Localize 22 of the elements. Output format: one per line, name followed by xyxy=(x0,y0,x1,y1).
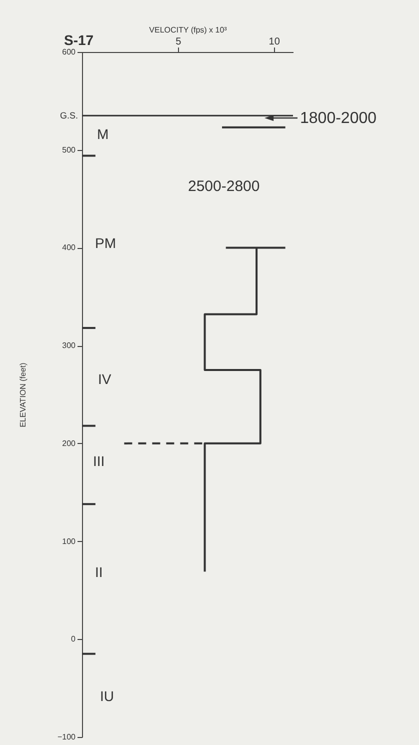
annotation: II xyxy=(95,564,103,580)
text: 1800-2000 xyxy=(300,110,377,127)
annotation: M xyxy=(97,126,109,142)
y-tick-label: 500 xyxy=(62,145,76,154)
y-tick-label: 400 xyxy=(62,243,76,252)
x-tick-label: 10 xyxy=(268,36,280,48)
y-tick-label: 300 xyxy=(62,341,76,350)
annotation: PM xyxy=(95,235,116,251)
ref-line-label: G.S. xyxy=(60,110,78,121)
x-axis-title: VELOCITY (fps) x 10³ xyxy=(149,26,228,34)
annotation: 2500-2800 xyxy=(188,178,260,195)
annotation: IV xyxy=(98,371,112,387)
annotation: IU xyxy=(100,688,114,704)
y-tick-label: −100 xyxy=(57,732,76,742)
y-axis-title: ELEVATION (feet) xyxy=(18,362,28,428)
y-tick-label: 100 xyxy=(62,536,76,546)
y-tick-label: 0 xyxy=(71,634,76,644)
y-tick-label: 600 xyxy=(62,48,76,56)
annotation: III xyxy=(93,453,105,469)
x-tick-label: 5 xyxy=(176,36,182,48)
chart-title: S-17 xyxy=(64,32,94,48)
y-tick-label: 200 xyxy=(62,438,76,448)
